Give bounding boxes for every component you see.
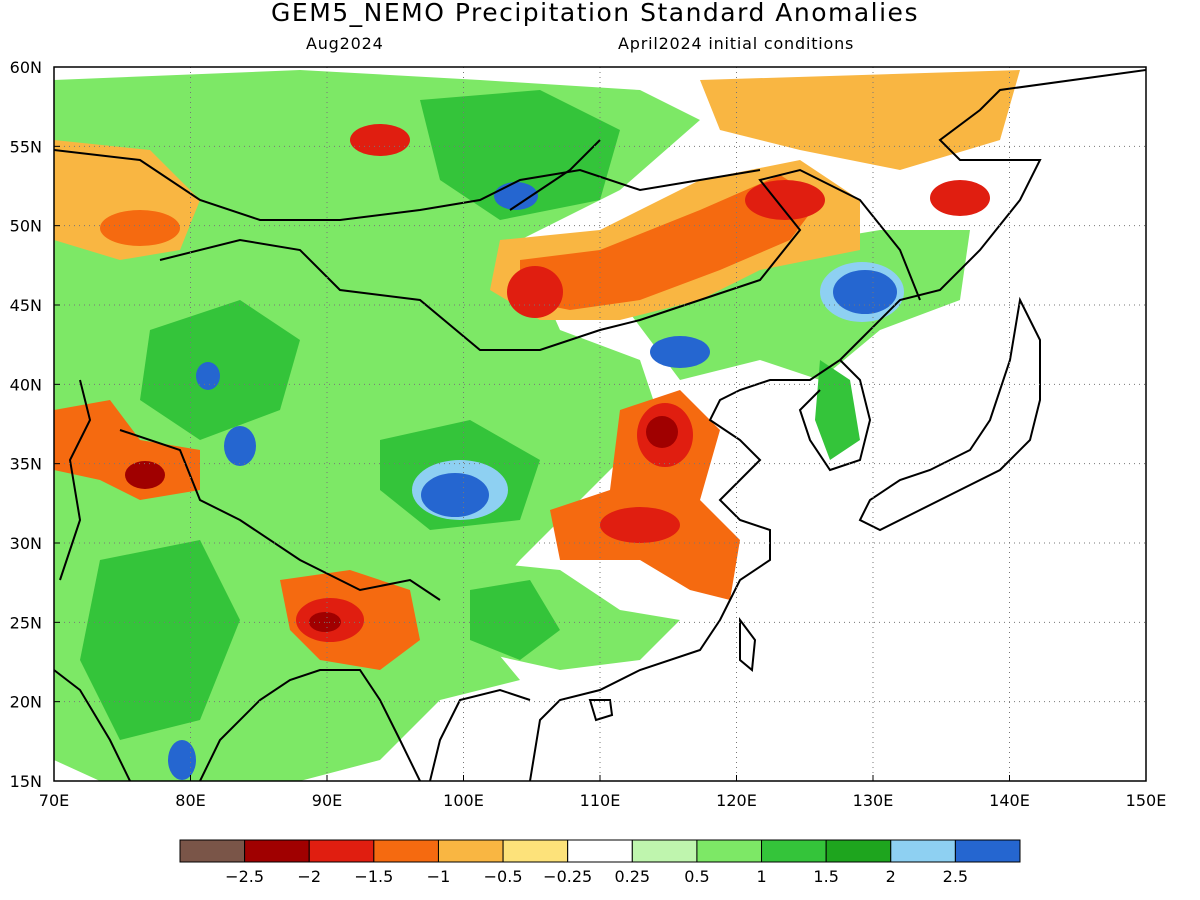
lat-tick-label: 60N: [10, 58, 42, 77]
lat-tick-label: 50N: [10, 217, 42, 236]
dry-max-central: [646, 416, 678, 448]
colorbar-box: [244, 839, 310, 863]
colorbar-label: −0.5: [484, 867, 523, 886]
longitude-labels: 70E 80E 90E 100E 110E 120E 130E 140E 150E: [39, 791, 1167, 810]
colorbar-label: 0.25: [614, 867, 650, 886]
colorbar-box: [825, 839, 892, 863]
lat-tick-label: 55N: [10, 137, 42, 156]
colorbar-box: [631, 839, 698, 863]
initial-conditions: April2024 initial conditions: [618, 34, 855, 53]
lat-tick-label: 40N: [10, 375, 42, 394]
lat-tick-label: 35N: [10, 455, 42, 474]
lon-tick-label: 130E: [853, 791, 894, 810]
colorbar-box: [954, 839, 1021, 863]
wet-max-qinghai-core: [421, 473, 489, 517]
colorbar-box: [308, 839, 375, 863]
dry-core-kashmir: [125, 461, 165, 489]
wet-max-east: [650, 336, 710, 368]
dry-core-yangtze: [600, 507, 680, 543]
lat-tick-label: 20N: [10, 693, 42, 712]
border-russia: [54, 149, 761, 221]
wet-region-korea: [815, 360, 860, 460]
colorbar-box: [179, 839, 246, 863]
colorbar-label: −2: [297, 867, 321, 886]
colorbar-label: 1.5: [813, 867, 838, 886]
wet-max-india: [168, 740, 196, 780]
colorbar-box: [567, 839, 633, 863]
lon-tick-label: 140E: [989, 791, 1030, 810]
wet-max-northeast-core: [833, 270, 897, 314]
lat-tick-label: 30N: [10, 534, 42, 553]
colorbar-label: −0.25: [543, 867, 592, 886]
colorbar-label: 2: [886, 867, 896, 886]
lon-tick-label: 110E: [580, 791, 621, 810]
colorbar-label: −2.5: [225, 867, 264, 886]
wet-core-india: [80, 540, 240, 740]
hainan: [588, 699, 614, 722]
lon-tick-label: 80E: [175, 791, 205, 810]
anomaly-field: [54, 67, 1146, 781]
lon-tick-label: 100E: [443, 791, 484, 810]
colorbar-box: [502, 839, 569, 863]
colorbar-label: −1.5: [354, 867, 393, 886]
border-india-pakistan: [59, 379, 92, 581]
lat-tick-label: 15N: [10, 772, 42, 791]
wet-max-baikal: [494, 182, 538, 210]
coastline-korea: [798, 359, 872, 472]
wet-max-tarim: [224, 426, 256, 466]
map-frame: [53, 66, 1147, 782]
border-himalaya: [119, 429, 441, 601]
lon-tick-label: 150E: [1126, 791, 1167, 810]
wet-core-mongolia: [420, 90, 620, 220]
lon-tick-label: 90E: [312, 791, 342, 810]
lake-baikal: [509, 139, 601, 211]
colorbar-labels: −2.5 −2 −1.5 −1 −0.5 −0.25 0.25 0.5 1 1.5 2 2.5: [225, 867, 968, 886]
dry-core-manchuria: [745, 180, 825, 220]
colorbar-label: 1: [756, 867, 766, 886]
colorbar-box: [890, 839, 956, 863]
coastline-japan: [858, 296, 1041, 532]
border-china-north: [159, 168, 921, 351]
coastline-east-china: [529, 69, 1146, 781]
lon-tick-label: 70E: [39, 791, 69, 810]
colorbar-label: −1: [427, 867, 451, 886]
lat-tick-label: 25N: [10, 613, 42, 632]
forecast-month: Aug2024: [306, 34, 384, 53]
wet-max-west: [196, 362, 220, 390]
lon-tick-label: 120E: [716, 791, 757, 810]
gridlines: [53, 66, 1147, 782]
colorbar-box: [696, 839, 763, 863]
colorbar-box: [373, 839, 439, 863]
dry-region-central: [550, 390, 740, 600]
lat-tick-label: 45N: [10, 296, 42, 315]
dry-spot-siberia: [350, 124, 410, 156]
colorbar-label: 0.5: [684, 867, 709, 886]
coastline-india: [54, 669, 421, 781]
dry-core-kazakh: [100, 210, 180, 246]
dry-band-north: [520, 175, 820, 310]
colorbar-boxes: [179, 839, 1021, 863]
colorbar-box: [437, 839, 504, 863]
chart-title: GEM5_NEMO Precipitation Standard Anomali…: [271, 0, 919, 27]
wet-core-yunnan: [470, 580, 560, 660]
latitude-labels: 15N 20N 25N 30N 35N 40N 45N 50N 55N 60N: [10, 58, 42, 791]
colorbar-label: 2.5: [943, 867, 968, 886]
dry-spot-sakhalin: [930, 180, 990, 216]
dry-region-okhotsk: [700, 70, 1020, 170]
coastline-indochina: [429, 688, 531, 781]
taiwan: [739, 617, 757, 672]
wet-core-tarim: [140, 300, 300, 440]
coastlines-borders: [54, 69, 1146, 781]
colorbar-box: [761, 839, 827, 863]
